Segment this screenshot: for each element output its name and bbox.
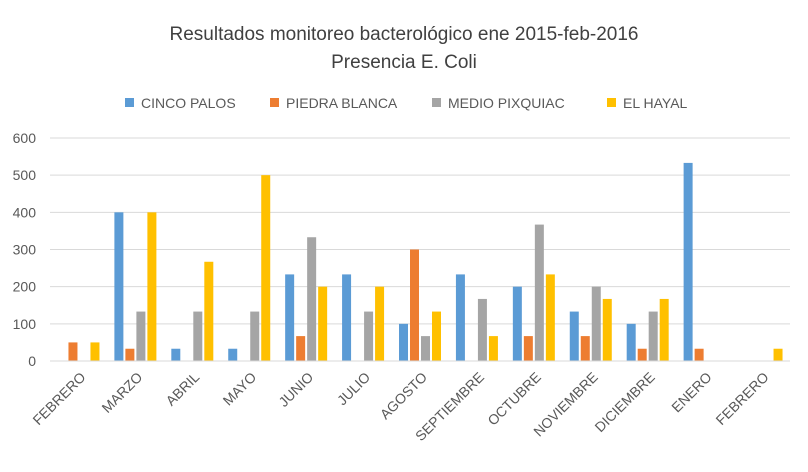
y-tick-label: 500	[13, 167, 37, 183]
legend-label: CINCO PALOS	[141, 95, 236, 111]
bar	[285, 274, 295, 361]
x-tick-label: ENERO	[668, 369, 715, 416]
x-tick-label: JUNIO	[275, 369, 316, 410]
bar	[432, 311, 441, 361]
legend-swatch	[270, 98, 279, 107]
x-tick-label: FEBRERO	[712, 369, 771, 428]
bar	[410, 249, 419, 361]
bar	[455, 274, 465, 361]
bar	[488, 336, 498, 361]
y-tick-label: 100	[13, 316, 37, 332]
bar	[637, 348, 647, 361]
bar	[534, 224, 544, 361]
bar	[569, 311, 579, 361]
bar	[228, 348, 238, 361]
legend-swatch	[607, 98, 616, 107]
bar	[648, 311, 658, 361]
bar	[68, 342, 78, 361]
x-tick-label: DICIEMBRE	[591, 369, 657, 435]
bar	[364, 311, 374, 361]
x-axis: FEBRERO MARZO ABRIL MAYO JUNIO JULIO AGOSTOSEP…	[29, 369, 771, 444]
y-tick-label: 300	[13, 242, 37, 258]
bar	[125, 348, 135, 361]
bar	[512, 286, 522, 361]
bar	[136, 311, 146, 361]
legend-swatch	[432, 98, 441, 107]
bar	[683, 162, 693, 361]
bar	[399, 323, 408, 361]
bar	[375, 286, 385, 361]
x-tick-label: OCTUBRE	[484, 369, 544, 429]
legend-label: MEDIO PIXQUIAC	[448, 95, 565, 111]
legend-swatch	[125, 98, 134, 107]
bar	[523, 336, 533, 361]
bar	[477, 298, 487, 361]
bar	[307, 237, 317, 361]
chart-title: Resultados monitoreo bacterológico ene 2…	[170, 24, 639, 45]
y-tick-label: 0	[28, 353, 36, 369]
bar	[602, 298, 612, 361]
x-tick-label: JULIO	[334, 369, 373, 408]
bar	[659, 298, 669, 361]
bar	[261, 175, 271, 361]
bar	[250, 311, 260, 361]
bar	[545, 274, 555, 361]
bar	[171, 348, 181, 361]
x-tick-label: MAYO	[220, 369, 260, 409]
bar	[193, 311, 203, 361]
bar	[204, 261, 214, 361]
bar	[694, 348, 704, 361]
y-tick-label: 600	[13, 130, 37, 146]
x-tick-label: FEBRERO	[29, 369, 88, 428]
bar	[773, 348, 783, 361]
x-tick-label: ABRIL	[162, 369, 202, 409]
bar	[296, 336, 306, 361]
bar	[591, 286, 601, 361]
bar	[90, 342, 100, 361]
y-axis: 0 100 200 300 400 500 600	[13, 130, 37, 369]
bar	[318, 286, 328, 361]
bar	[342, 274, 352, 361]
legend-label: PIEDRA BLANCA	[286, 95, 398, 111]
legend-label: EL HAYAL	[623, 95, 688, 111]
gridlines	[50, 137, 790, 325]
x-tick-label: AGOSTO	[377, 369, 431, 423]
chart-subtitle: Presencia E. Coli	[331, 52, 477, 73]
bar	[580, 336, 590, 361]
bars	[68, 162, 783, 361]
bar	[626, 323, 636, 361]
bar	[114, 212, 124, 361]
y-tick-label: 200	[13, 279, 37, 295]
x-tick-label: MARZO	[98, 369, 145, 416]
bar	[147, 212, 157, 361]
legend: CINCO PALOS PIEDRA BLANCA MEDIO PIXQUIAC EL…	[125, 95, 688, 111]
y-tick-label: 400	[13, 204, 37, 220]
bar	[421, 336, 430, 361]
